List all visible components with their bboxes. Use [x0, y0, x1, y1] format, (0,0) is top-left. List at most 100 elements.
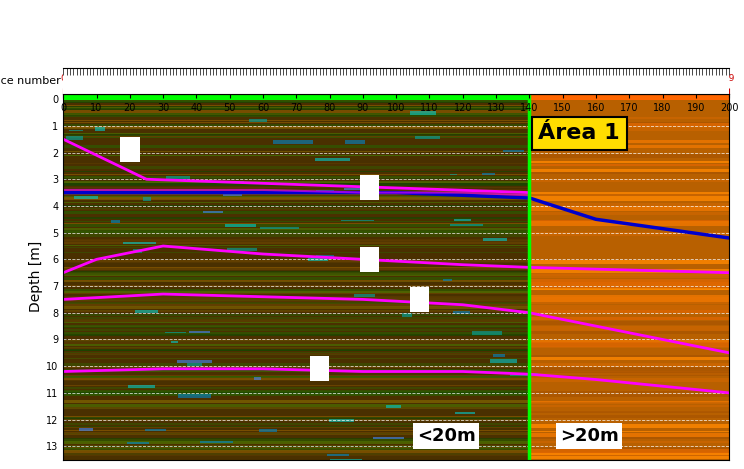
- Bar: [63, 155, 530, 157]
- Text: 5: 5: [363, 178, 376, 197]
- Bar: [530, 258, 729, 260]
- Bar: [223, 181, 243, 183]
- Bar: [63, 387, 530, 389]
- Bar: [63, 390, 530, 393]
- Bar: [63, 291, 530, 292]
- Bar: [63, 260, 530, 262]
- Bar: [530, 391, 729, 396]
- Text: >20m: >20m: [560, 427, 619, 445]
- Bar: [63, 404, 530, 407]
- Bar: [530, 441, 729, 443]
- Bar: [63, 124, 530, 126]
- Bar: [530, 212, 729, 215]
- Bar: [63, 332, 530, 335]
- Bar: [530, 194, 729, 197]
- Bar: [530, 206, 729, 211]
- Bar: [63, 125, 530, 127]
- Bar: [225, 224, 256, 227]
- Text: <20m: <20m: [417, 427, 475, 445]
- Bar: [530, 170, 729, 174]
- Bar: [63, 145, 530, 148]
- Bar: [530, 274, 729, 276]
- Bar: [63, 325, 530, 327]
- Bar: [63, 419, 530, 421]
- Bar: [63, 407, 530, 408]
- Bar: [63, 223, 530, 224]
- Bar: [63, 172, 530, 173]
- Bar: [63, 136, 530, 138]
- Bar: [63, 242, 530, 244]
- Bar: [530, 192, 729, 194]
- Bar: [63, 298, 530, 301]
- Bar: [530, 356, 729, 360]
- Bar: [63, 126, 530, 127]
- Bar: [260, 227, 298, 228]
- Bar: [530, 297, 729, 302]
- Bar: [530, 424, 729, 428]
- Bar: [308, 258, 327, 261]
- Bar: [63, 385, 530, 386]
- Bar: [69, 130, 83, 131]
- Bar: [176, 360, 212, 363]
- Bar: [530, 321, 729, 325]
- Bar: [63, 310, 530, 311]
- Bar: [530, 94, 729, 460]
- Bar: [530, 454, 729, 459]
- Bar: [63, 174, 530, 175]
- Bar: [63, 340, 530, 342]
- Bar: [410, 111, 436, 114]
- Bar: [63, 187, 530, 188]
- Bar: [63, 417, 530, 420]
- Bar: [63, 358, 530, 359]
- Bar: [63, 320, 530, 322]
- Bar: [63, 252, 530, 253]
- Bar: [63, 326, 530, 327]
- Bar: [63, 416, 530, 418]
- Bar: [530, 97, 729, 99]
- Bar: [63, 423, 530, 424]
- Bar: [63, 319, 530, 322]
- Bar: [63, 453, 530, 455]
- Bar: [63, 202, 530, 203]
- Bar: [530, 317, 729, 320]
- Bar: [63, 375, 530, 376]
- Bar: [63, 408, 530, 409]
- Bar: [63, 391, 530, 394]
- Bar: [63, 107, 530, 109]
- Bar: [63, 120, 530, 121]
- Bar: [530, 279, 729, 284]
- Bar: [63, 191, 530, 195]
- Bar: [63, 151, 530, 152]
- Bar: [530, 325, 729, 331]
- Bar: [63, 289, 530, 291]
- Bar: [530, 221, 729, 227]
- Bar: [63, 329, 530, 331]
- Bar: [63, 155, 530, 156]
- Bar: [63, 446, 530, 447]
- Bar: [63, 303, 530, 306]
- Bar: [450, 174, 457, 175]
- Bar: [63, 127, 530, 129]
- Bar: [63, 211, 530, 214]
- Bar: [63, 325, 530, 327]
- Bar: [63, 124, 530, 127]
- Bar: [63, 310, 530, 312]
- Bar: [63, 192, 530, 194]
- Bar: [63, 385, 530, 386]
- Bar: [63, 218, 530, 219]
- Bar: [63, 446, 530, 447]
- Bar: [63, 273, 530, 276]
- Bar: [63, 176, 530, 178]
- Bar: [63, 211, 530, 212]
- Bar: [63, 221, 530, 222]
- Bar: [530, 431, 729, 432]
- Bar: [63, 100, 530, 103]
- Bar: [63, 231, 530, 234]
- Bar: [63, 376, 530, 377]
- Bar: [203, 211, 222, 213]
- Bar: [63, 135, 530, 136]
- Bar: [490, 359, 517, 363]
- Bar: [482, 173, 495, 174]
- Bar: [530, 164, 729, 166]
- Text: Área 1: Área 1: [539, 123, 620, 143]
